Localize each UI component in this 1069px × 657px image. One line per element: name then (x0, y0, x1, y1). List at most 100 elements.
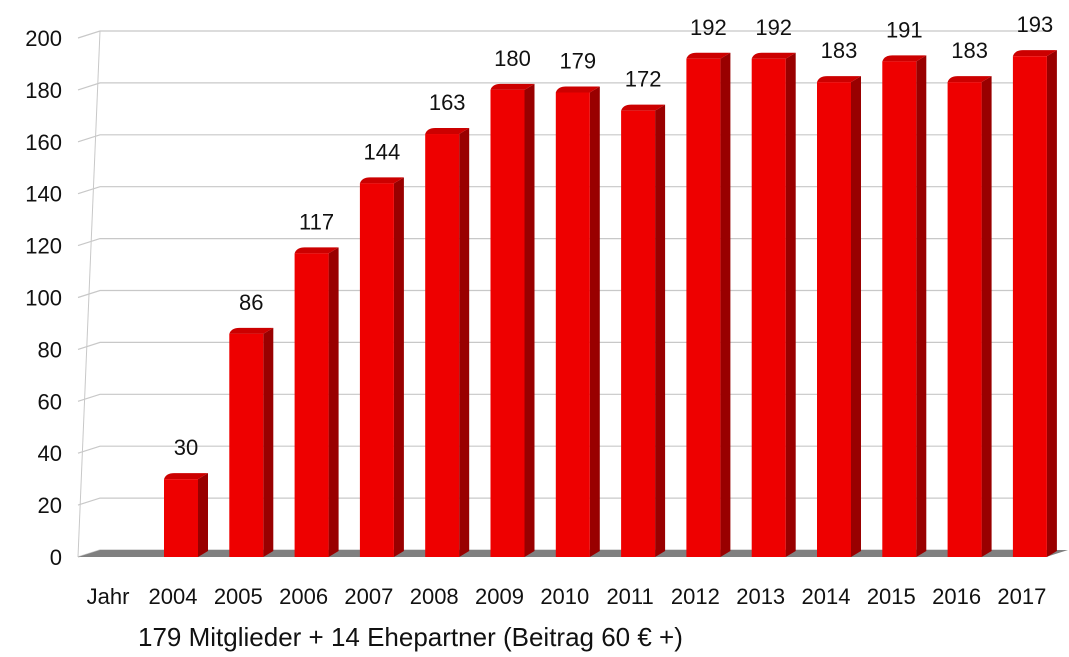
gridline (77, 289, 1046, 299)
x-tick-label: 2016 (932, 584, 981, 609)
x-axis-prefix: Jahr (87, 584, 130, 609)
bar (751, 52, 796, 557)
bar (425, 128, 470, 557)
gridline (77, 497, 1046, 506)
bar-side (393, 177, 404, 557)
data-label: 192 (690, 15, 727, 40)
bar-front (751, 58, 786, 557)
bar-front (686, 58, 721, 557)
y-tick-label: 80 (38, 337, 62, 362)
x-tick-label: 2010 (540, 584, 589, 609)
bar (947, 76, 992, 558)
x-tick-label: 2005 (214, 584, 263, 609)
y-tick-label: 180 (25, 78, 62, 103)
gridline (77, 393, 1046, 402)
gridline (77, 445, 1046, 454)
bar-top (164, 473, 208, 480)
bar (164, 473, 208, 557)
y-tick-label: 40 (38, 441, 62, 466)
bar-top (947, 76, 992, 83)
y-tick-label: 0 (50, 545, 62, 570)
data-label: 86 (239, 290, 263, 315)
bar-front (294, 253, 329, 557)
x-tick-label: 2011 (606, 584, 653, 609)
y-tick-label: 160 (25, 130, 62, 155)
bar (882, 55, 927, 557)
bar (1012, 50, 1057, 557)
bar-side (981, 76, 992, 558)
bar-side (655, 104, 666, 557)
data-label: 163 (429, 90, 466, 115)
bar-top (817, 76, 861, 83)
x-tick-label: 2004 (149, 584, 198, 609)
bar (621, 104, 666, 557)
bar-top (751, 52, 796, 59)
data-label: 144 (364, 139, 401, 164)
data-label: 183 (821, 38, 858, 63)
x-tick-label: 2009 (475, 584, 524, 609)
bar-top (294, 247, 339, 254)
bar-top (621, 104, 666, 111)
bar-front (882, 61, 917, 557)
y-tick-label: 20 (38, 493, 62, 518)
bar-side (785, 52, 796, 557)
data-label: 172 (625, 67, 662, 92)
y-tick-label: 60 (38, 389, 62, 414)
x-tick-label: 2017 (997, 584, 1046, 609)
bar-side (589, 86, 600, 558)
data-label: 191 (886, 17, 923, 42)
bar-top (1012, 50, 1057, 57)
x-axis-labels: Jahr 2004 2005 2006 2007 2008 2009 2010 2011 201… (87, 584, 1047, 609)
bar-side (1046, 50, 1057, 557)
bar-front (425, 134, 460, 557)
bar-side (851, 76, 861, 558)
bar-top (359, 177, 404, 184)
bar-top (882, 55, 927, 62)
bar (555, 86, 600, 558)
y-tick-label: 120 (25, 234, 62, 259)
data-label: 179 (559, 48, 596, 73)
x-tick-label: 2006 (279, 584, 328, 609)
bar-front (229, 333, 264, 557)
bar-side (198, 473, 208, 557)
bar-side (916, 55, 927, 557)
bar-front (947, 82, 982, 558)
data-label: 180 (494, 46, 531, 71)
chart-caption: 179 Mitglieder + 14 Ehepartner (Beitrag … (138, 622, 683, 652)
x-tick-label: 2008 (410, 584, 459, 609)
bar (817, 76, 861, 558)
x-tick-label: 2013 (736, 584, 785, 609)
bar-side (263, 327, 274, 557)
bars (164, 50, 1057, 558)
bar (294, 247, 339, 557)
bar-top (490, 83, 535, 90)
bar (359, 177, 404, 557)
bar-side (720, 52, 731, 557)
x-tick-label: 2015 (867, 584, 916, 609)
bar-top (686, 52, 731, 59)
gridline (77, 30, 1046, 39)
bar-front (621, 110, 656, 557)
gridline (77, 186, 1046, 195)
bar-front (164, 479, 198, 557)
y-tick-label: 200 (25, 26, 62, 51)
bar-front (490, 89, 525, 558)
gridline (77, 134, 1046, 143)
gridline (77, 82, 1046, 91)
bar (229, 327, 274, 557)
bar-front (555, 92, 590, 558)
bar (686, 52, 731, 557)
x-tick-label: 2012 (671, 584, 720, 609)
bar-side (524, 83, 535, 558)
y-tick-label: 140 (25, 182, 62, 207)
bar-side (459, 128, 470, 557)
bar (490, 83, 535, 558)
bar-front (359, 183, 394, 557)
x-tick-label: 2014 (802, 584, 851, 609)
data-label: 30 (174, 435, 198, 460)
y-axis-ticks: 0 20 40 60 80 100 120 140 160 180 200 (25, 26, 62, 570)
data-label: 183 (951, 38, 988, 63)
bar-top (425, 128, 470, 135)
